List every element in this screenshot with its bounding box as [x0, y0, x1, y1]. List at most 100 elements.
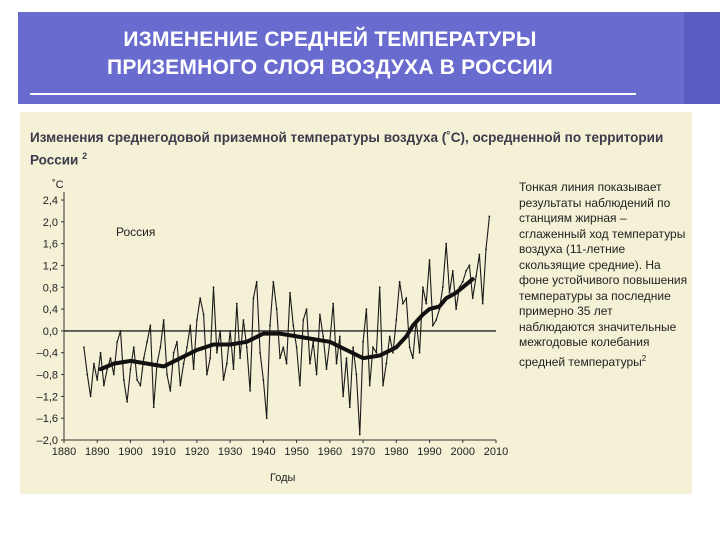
data-point-annual	[342, 395, 345, 398]
x-tick-label: 1960	[318, 446, 342, 458]
data-point-annual	[192, 368, 195, 370]
data-point-annual	[451, 270, 454, 272]
x-tick-label: 1920	[185, 446, 209, 458]
x-tick-label: 1880	[52, 446, 76, 458]
data-point-annual	[159, 346, 162, 349]
data-point-annual	[142, 357, 145, 360]
data-point-annual	[212, 286, 215, 289]
data-point-annual	[289, 291, 291, 294]
data-point-annual	[471, 297, 474, 300]
data-point-annual	[255, 280, 258, 283]
x-tick-label: 1940	[251, 446, 275, 458]
data-point-annual	[205, 373, 208, 376]
data-point-annual	[156, 362, 158, 365]
data-point-annual	[309, 362, 311, 365]
chart-axes	[63, 192, 496, 441]
data-point-annual	[415, 319, 418, 321]
data-point-annual	[179, 384, 182, 387]
data-point-annual	[408, 346, 411, 349]
data-point-annual	[285, 362, 288, 365]
data-point-annual	[348, 406, 351, 409]
data-point-annual	[166, 373, 168, 376]
chart-title: Изменения среднегодовой приземной темпер…	[30, 128, 670, 170]
series-label-russia: Россия	[116, 225, 155, 239]
data-point-annual	[448, 291, 451, 294]
data-point-annual	[99, 351, 102, 354]
data-point-annual	[405, 297, 408, 300]
data-point-annual	[126, 400, 129, 403]
data-point-annual	[445, 242, 448, 245]
data-point-annual	[455, 308, 458, 310]
data-point-annual	[412, 357, 414, 360]
data-point-annual	[196, 319, 198, 321]
chart-note: Тонкая линия показывает результаты наблю…	[519, 180, 691, 370]
y-tick-label: –1,6	[37, 413, 58, 425]
data-point-annual	[86, 373, 89, 376]
x-tick-label: 1950	[284, 446, 308, 458]
data-point-annual	[378, 286, 381, 289]
data-point-annual	[146, 340, 148, 343]
data-point-annual	[362, 340, 364, 343]
data-point-annual	[458, 286, 461, 289]
series-line-smoothed	[98, 277, 475, 372]
data-point-annual	[485, 248, 487, 250]
x-tick-label: 1980	[384, 446, 408, 458]
data-point-annual	[229, 330, 232, 332]
data-point-annual	[368, 384, 371, 387]
y-tick-label: 0,8	[43, 282, 58, 294]
data-point-annual	[305, 308, 308, 310]
y-tick-label: –2,0	[37, 435, 58, 447]
data-point-annual	[239, 357, 242, 360]
data-point-annual	[209, 357, 212, 360]
title-underline	[30, 93, 636, 95]
data-point-annual	[488, 215, 491, 218]
x-axis-ticks: 1880 1890 1900 1910 1920 1930 1940 1950 1960 1970…	[52, 440, 508, 458]
data-point-annual	[269, 324, 271, 327]
y-tick-label: –0,4	[37, 348, 58, 360]
data-point-annual	[418, 351, 421, 354]
data-point-annual	[295, 346, 298, 349]
data-point-annual	[219, 330, 222, 332]
y-tick-label: 1,2	[43, 260, 58, 272]
data-point-annual	[328, 340, 331, 343]
data-point-annual	[116, 340, 119, 343]
chart-panel	[20, 112, 692, 494]
data-point-annual	[275, 308, 278, 310]
data-point-annual	[152, 406, 155, 409]
x-tick-label: 1890	[85, 446, 109, 458]
data-point-annual	[312, 340, 315, 343]
x-tick-label: 2000	[451, 446, 475, 458]
data-point-annual	[345, 357, 348, 360]
data-point-annual	[325, 368, 328, 370]
data-point-annual	[282, 346, 285, 349]
data-point-annual	[375, 351, 378, 354]
y-tick-label: 2,0	[43, 217, 58, 229]
data-point-annual	[292, 324, 295, 327]
data-point-annual	[202, 313, 205, 316]
data-point-annual	[402, 302, 404, 305]
data-point-annual	[428, 259, 431, 261]
data-point-annual	[136, 379, 139, 381]
data-point-annual	[441, 286, 444, 289]
data-point-annual	[332, 302, 335, 305]
data-point-annual	[358, 433, 361, 436]
data-point-annual	[382, 384, 384, 387]
data-point-annual	[461, 280, 464, 283]
data-point-annual	[335, 362, 338, 365]
data-point-annual	[431, 324, 434, 327]
x-tick-label: 1990	[417, 446, 441, 458]
x-tick-label: 2010	[484, 446, 508, 458]
data-point-annual	[93, 362, 95, 365]
data-point-annual	[272, 280, 275, 283]
data-point-annual	[365, 308, 368, 310]
data-point-annual	[106, 368, 109, 370]
x-tick-label: 1900	[118, 446, 142, 458]
data-point-annual	[421, 286, 424, 289]
y-axis-ticks: 2,4 2,0 1,6 1,2 0,8 0,4 0,0 –0,4 –0,8 –1,2 –1,6 –2,…	[37, 195, 64, 447]
data-point-annual	[119, 330, 122, 332]
data-point-annual	[279, 357, 281, 360]
title-banner	[18, 12, 720, 104]
data-point-annual	[225, 362, 228, 365]
data-point-annual	[398, 280, 401, 283]
data-point-annual	[318, 313, 321, 316]
